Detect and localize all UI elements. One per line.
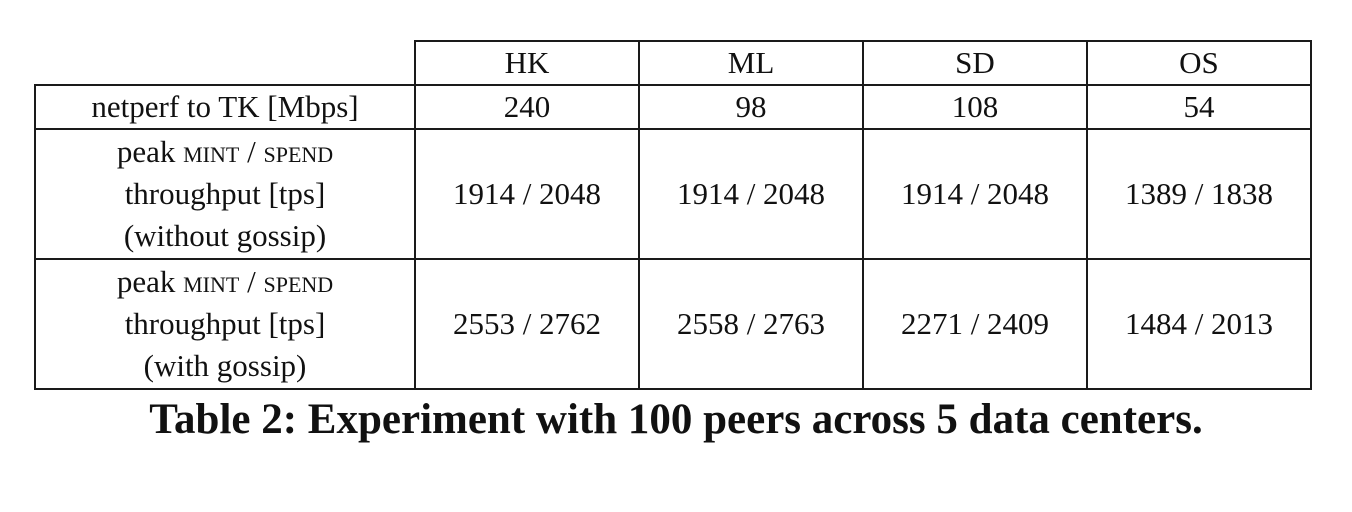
- cell-netperf-os: 54: [1086, 84, 1312, 130]
- row-label-with-gossip: peak mint / spend throughput [tps] (with…: [34, 258, 416, 390]
- corner-cell: [35, 41, 416, 86]
- label-mint: mint: [183, 264, 240, 299]
- row-label-netperf: netperf to TK [Mbps]: [34, 84, 416, 130]
- cell-netperf-hk: 240: [414, 84, 640, 130]
- label-spend: spend: [263, 134, 334, 169]
- results-table: HK ML SD OS netperf to TK [Mbps] 240 98 …: [34, 40, 1312, 390]
- label-mint: mint: [183, 134, 240, 169]
- label-separator: /: [247, 264, 256, 299]
- row-label-line2: throughput [tps]: [124, 306, 326, 341]
- table-row-without-gossip: peak mint / spend throughput [tps] (with…: [34, 128, 1312, 260]
- label-peak: peak: [116, 134, 176, 169]
- cell-without-gossip-ml: 1914 / 2048: [638, 128, 864, 260]
- row-label-line3: (without gossip): [123, 218, 327, 253]
- column-header-os: OS: [1086, 40, 1312, 86]
- cell-with-gossip-hk: 2553 / 2762: [414, 258, 640, 390]
- column-header-ml: ML: [638, 40, 864, 86]
- cell-without-gossip-hk: 1914 / 2048: [414, 128, 640, 260]
- header-row: HK ML SD OS: [35, 40, 1312, 86]
- label-peak: peak: [116, 264, 176, 299]
- table-row-netperf: netperf to TK [Mbps] 240 98 108 54: [34, 84, 1312, 130]
- column-header-hk: HK: [414, 40, 640, 86]
- cell-with-gossip-os: 1484 / 2013: [1086, 258, 1312, 390]
- row-label-line1: peak mint / spend: [36, 261, 414, 303]
- table-caption: Table 2: Experiment with 100 peers acros…: [149, 396, 1203, 443]
- table-row-with-gossip: peak mint / spend throughput [tps] (with…: [34, 258, 1312, 390]
- row-label-line1: peak mint / spend: [36, 131, 414, 173]
- row-label-without-gossip: peak mint / spend throughput [tps] (with…: [34, 128, 416, 260]
- label-spend: spend: [263, 264, 334, 299]
- row-label-line3: (with gossip): [143, 348, 307, 383]
- cell-without-gossip-sd: 1914 / 2048: [862, 128, 1088, 260]
- cell-without-gossip-os: 1389 / 1838: [1086, 128, 1312, 260]
- column-header-sd: SD: [862, 40, 1088, 86]
- label-separator: /: [247, 134, 256, 169]
- cell-with-gossip-ml: 2558 / 2763: [638, 258, 864, 390]
- row-label-line2: throughput [tps]: [124, 176, 326, 211]
- cell-with-gossip-sd: 2271 / 2409: [862, 258, 1088, 390]
- cell-netperf-sd: 108: [862, 84, 1088, 130]
- cell-netperf-ml: 98: [638, 84, 864, 130]
